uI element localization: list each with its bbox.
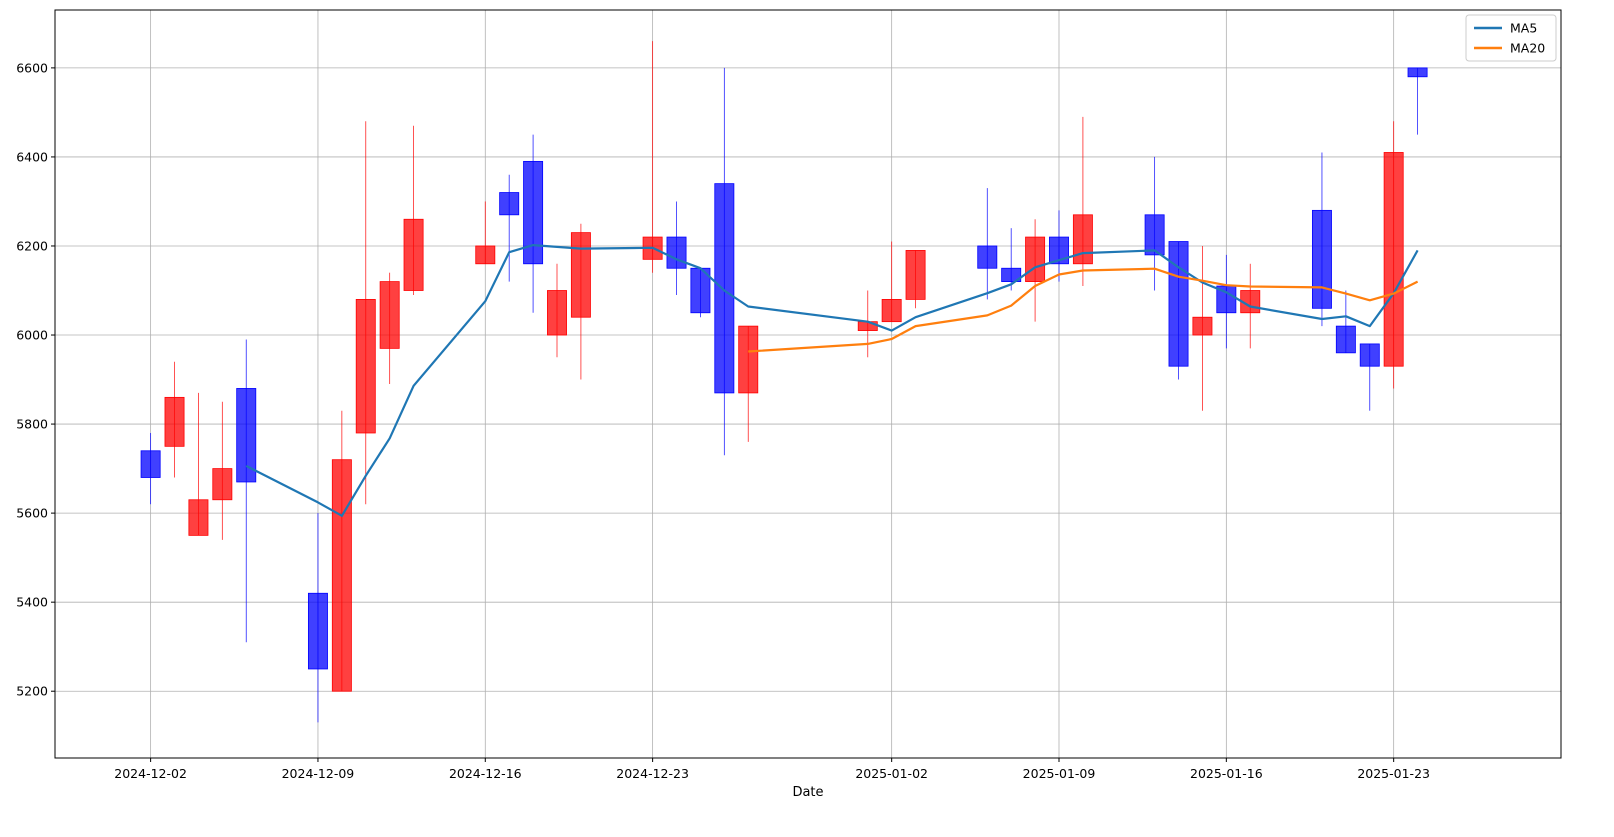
legend: MA5 MA20 (1465, 14, 1557, 62)
y-tick-label: 6400 (16, 149, 48, 164)
y-tick-label: 5800 (16, 417, 48, 432)
candle-body-up (570, 232, 591, 318)
candle-body-up (475, 245, 496, 265)
x-tick-label: 2025-01-16 (1190, 766, 1263, 781)
candle-body-up (164, 396, 185, 447)
x-tick-label: 2024-12-23 (616, 766, 689, 781)
candle-body-down (499, 192, 520, 216)
y-tick-label: 6200 (16, 238, 48, 253)
x-tick-label: 2024-12-09 (282, 766, 355, 781)
candle-body-up (379, 281, 400, 349)
candle-body-up (355, 299, 376, 434)
x-axis-ticks: 2024-12-02 2024-12-09 2024-12-16 2024-12-23… (114, 758, 1430, 781)
candle-body-down (1001, 267, 1022, 282)
candle-body-down (1359, 343, 1380, 367)
y-tick-label: 5200 (16, 684, 48, 699)
x-tick-label: 2025-01-02 (855, 766, 928, 781)
candle-body-up (738, 325, 759, 394)
candle-body-up (547, 290, 567, 336)
x-tick-label: 2024-12-02 (114, 766, 187, 781)
candle-body-up (857, 321, 878, 331)
grid-lines (55, 10, 1561, 758)
candle-body-up (403, 218, 424, 291)
y-tick-label: 6000 (16, 328, 48, 343)
ma5-line (245, 244, 1419, 517)
candle-body-up (212, 468, 233, 501)
candle-body-up (1072, 214, 1093, 265)
x-tick-label: 2025-01-09 (1023, 766, 1096, 781)
candle-body-down (1049, 236, 1069, 265)
ma20-line (748, 267, 1419, 353)
candle-body-down (714, 183, 735, 394)
y-axis-ticks: 5200 5400 5600 5800 6000 6200 6400 6600 (16, 60, 55, 699)
candle-body-up (1025, 236, 1046, 282)
candle-body-down (236, 388, 257, 483)
legend-ma20-label: MA20 (1510, 41, 1545, 56)
legend-box (1465, 14, 1557, 62)
x-axis-label: Date (792, 785, 823, 800)
candle-body-down (140, 450, 161, 478)
candle-body-up (1383, 152, 1404, 367)
candle-body-down (1335, 325, 1356, 354)
candle-body-down (307, 592, 328, 670)
legend-ma5-label: MA5 (1510, 21, 1537, 36)
candle-body-up (905, 250, 926, 300)
x-tick-label: 2025-01-23 (1357, 766, 1430, 781)
candle-body-down (523, 160, 544, 265)
x-tick-label: 2024-12-16 (449, 766, 522, 781)
candle-body-down (666, 236, 687, 269)
candle-body-up (331, 459, 352, 692)
moving-average-lines (245, 244, 1419, 517)
candle-body-up (881, 299, 902, 323)
candle-body-up (188, 499, 209, 536)
y-tick-label: 5400 (16, 595, 48, 610)
candle-body-down (1168, 241, 1189, 367)
plot-area-frame (54, 9, 1562, 759)
candle-body-up (1192, 316, 1213, 336)
y-tick-label: 6600 (16, 60, 48, 75)
candle-body-down (1407, 67, 1428, 78)
candle-body-down (1311, 209, 1332, 309)
candle-body-down (1144, 214, 1165, 256)
candle-bodies (140, 67, 1428, 692)
candle-body-down (977, 245, 998, 269)
y-tick-label: 5600 (16, 506, 48, 521)
